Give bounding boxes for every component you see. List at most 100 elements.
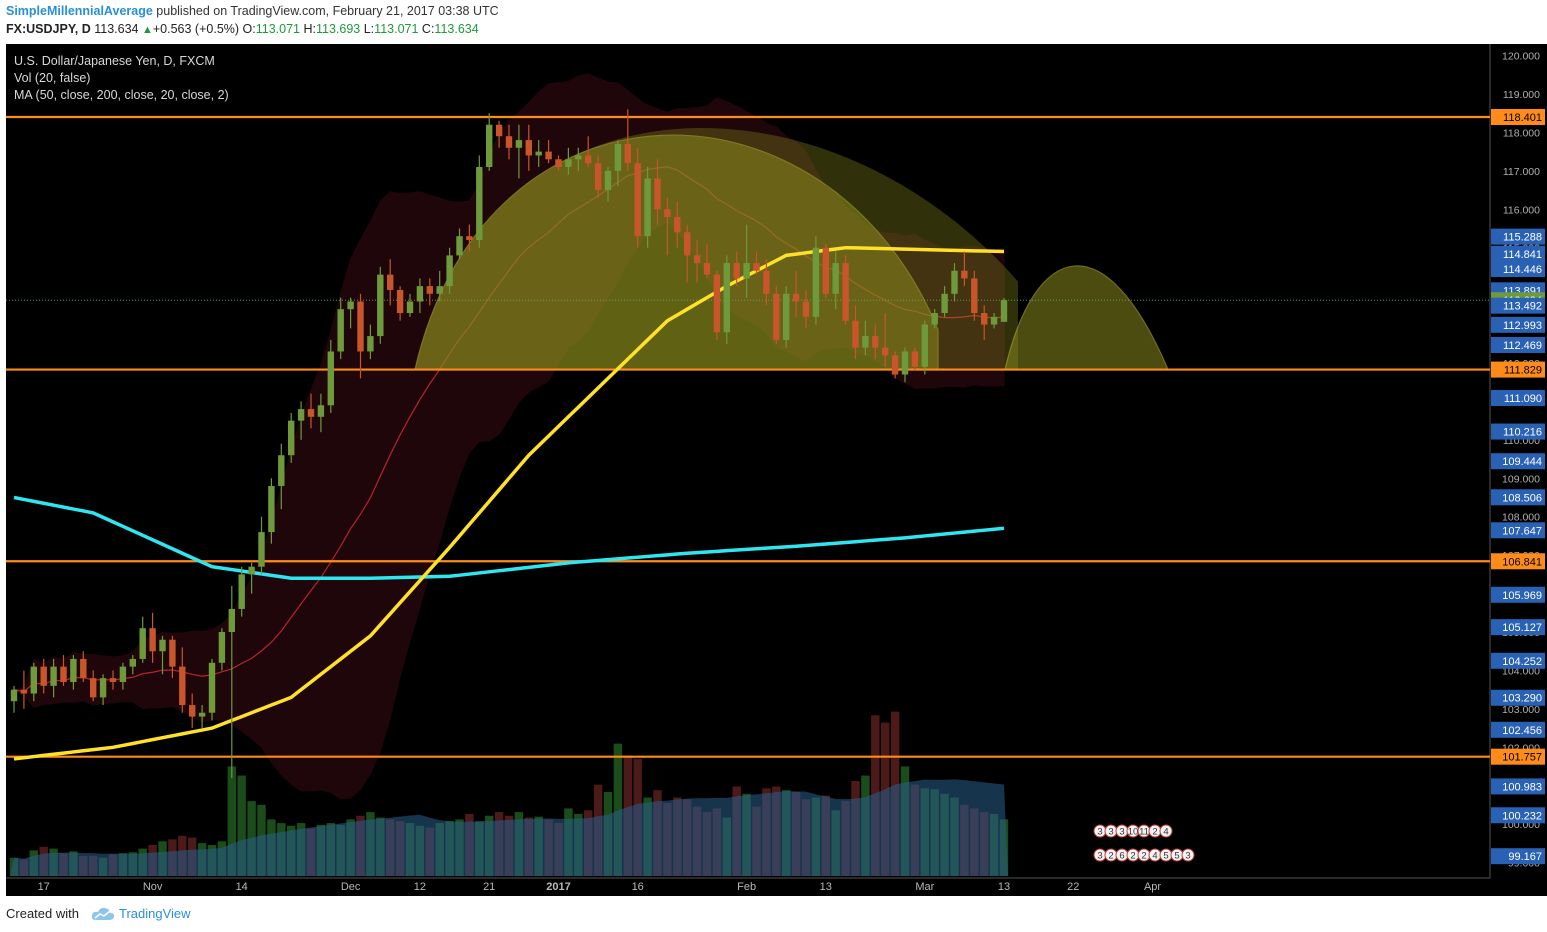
candle-body xyxy=(208,662,216,713)
event-count: 3 xyxy=(1119,827,1124,838)
author-link[interactable]: SimpleMillennialAverage xyxy=(6,4,153,18)
candle-body xyxy=(971,278,978,314)
candle-body xyxy=(387,274,394,290)
candle-body xyxy=(189,705,196,717)
price-level-label: 110.216 xyxy=(1503,427,1542,439)
handle-arc xyxy=(1004,265,1169,371)
event-count: 3 xyxy=(1097,827,1102,838)
candle-body xyxy=(822,247,829,294)
candle-body xyxy=(575,155,582,160)
candle-body xyxy=(783,293,790,340)
event-count: 5 xyxy=(1163,851,1168,862)
candle-body xyxy=(901,351,909,375)
price-tick-label: 118.000 xyxy=(1503,127,1540,139)
candle-body xyxy=(872,336,879,348)
volume-ma-area xyxy=(10,779,1008,876)
candle-body xyxy=(278,455,285,486)
candle-body xyxy=(624,143,631,164)
event-count: 3 xyxy=(1185,851,1190,862)
time-tick-label: 17 xyxy=(38,881,50,893)
candle-body xyxy=(812,247,820,317)
candle-body xyxy=(792,293,800,302)
price-level-label: 114.841 xyxy=(1503,249,1542,261)
candle-body xyxy=(703,263,711,275)
candle-body xyxy=(238,574,245,609)
footer: Created with TradingView xyxy=(6,906,191,921)
time-tick-label: 12 xyxy=(414,881,426,893)
candle-body xyxy=(10,689,18,702)
price-level-badge xyxy=(1491,721,1545,738)
candle-body xyxy=(664,209,671,217)
price-level-label: 111.829 xyxy=(1504,365,1542,377)
price-level-badge xyxy=(1491,423,1545,440)
publish-info: SimpleMillennialAverage published on Tra… xyxy=(6,4,499,18)
time-tick-label: 14 xyxy=(236,881,248,893)
candle-body xyxy=(565,159,572,167)
candle-body xyxy=(921,324,928,367)
candle-body xyxy=(773,293,780,340)
candle-body xyxy=(466,236,473,241)
price-level-label: 103.290 xyxy=(1502,693,1542,705)
price-level-badge xyxy=(1491,361,1545,378)
candle-body xyxy=(179,666,186,706)
time-axis: 17 Nov 14 Dec 12 21 2017 16 Feb 13 Mar 13 22 Apr xyxy=(38,881,1162,893)
candle-body xyxy=(436,286,443,294)
ma200-line xyxy=(13,495,1005,580)
legend-instrument: U.S. Dollar/Japanese Yen, D, FXCM xyxy=(14,54,215,68)
candle-body xyxy=(357,301,364,352)
legend-volume: Vol (20, false) xyxy=(14,71,90,85)
price-tick-label: 119.000 xyxy=(1503,89,1540,101)
candle-body xyxy=(406,301,414,314)
created-with-label: Created with xyxy=(6,906,79,921)
time-tick-label: Apr xyxy=(1144,881,1161,893)
candle-body xyxy=(832,263,839,294)
candle-body xyxy=(268,485,275,533)
volume-bar xyxy=(227,766,236,876)
candle-body xyxy=(802,301,810,317)
candle-body xyxy=(327,351,334,406)
candle-body xyxy=(961,270,968,279)
price-tick-label: 103.000 xyxy=(1502,704,1540,716)
candle-body xyxy=(693,255,701,264)
candle-body xyxy=(20,689,28,694)
candle-body xyxy=(515,140,523,148)
tradingview-link[interactable]: TradingView xyxy=(118,906,191,921)
price-level-badge xyxy=(1491,260,1545,277)
candle-body xyxy=(495,124,503,137)
event-count: 11 xyxy=(1139,827,1149,838)
candle-body xyxy=(297,409,305,421)
candle-body xyxy=(545,151,552,160)
candle-body xyxy=(891,355,899,375)
candle-body xyxy=(476,166,483,241)
price-level-label: 107.647 xyxy=(1502,525,1542,537)
volume-bar xyxy=(237,775,246,876)
candle-body xyxy=(60,666,67,682)
candle-body xyxy=(951,270,958,294)
price-level-badge xyxy=(1491,778,1545,795)
candle-body xyxy=(228,608,235,633)
price-level-label: 106.841 xyxy=(1502,556,1542,568)
event-count: 4 xyxy=(1163,827,1168,838)
cup-pattern-layer xyxy=(414,127,1169,371)
candle-body xyxy=(594,163,602,191)
candle-body xyxy=(911,351,919,367)
candle-body xyxy=(456,236,463,256)
candle-body xyxy=(713,274,721,333)
candles-layer xyxy=(10,109,1008,779)
candle-body xyxy=(931,313,938,325)
candle-body xyxy=(634,163,641,237)
candle-body xyxy=(1000,300,1008,322)
candle-body xyxy=(307,409,315,417)
time-tick-label: 2017 xyxy=(546,881,570,893)
candle-body xyxy=(416,286,424,302)
candle-body xyxy=(90,678,97,698)
price-level-badge xyxy=(1491,228,1545,245)
candle-body xyxy=(981,313,988,325)
event-marker xyxy=(1181,848,1195,862)
moving-average-layer xyxy=(13,245,1005,761)
candle-body xyxy=(604,170,612,191)
event-count: 3 xyxy=(1108,827,1113,838)
candle-body xyxy=(70,658,77,682)
ma50-line xyxy=(13,245,1005,761)
